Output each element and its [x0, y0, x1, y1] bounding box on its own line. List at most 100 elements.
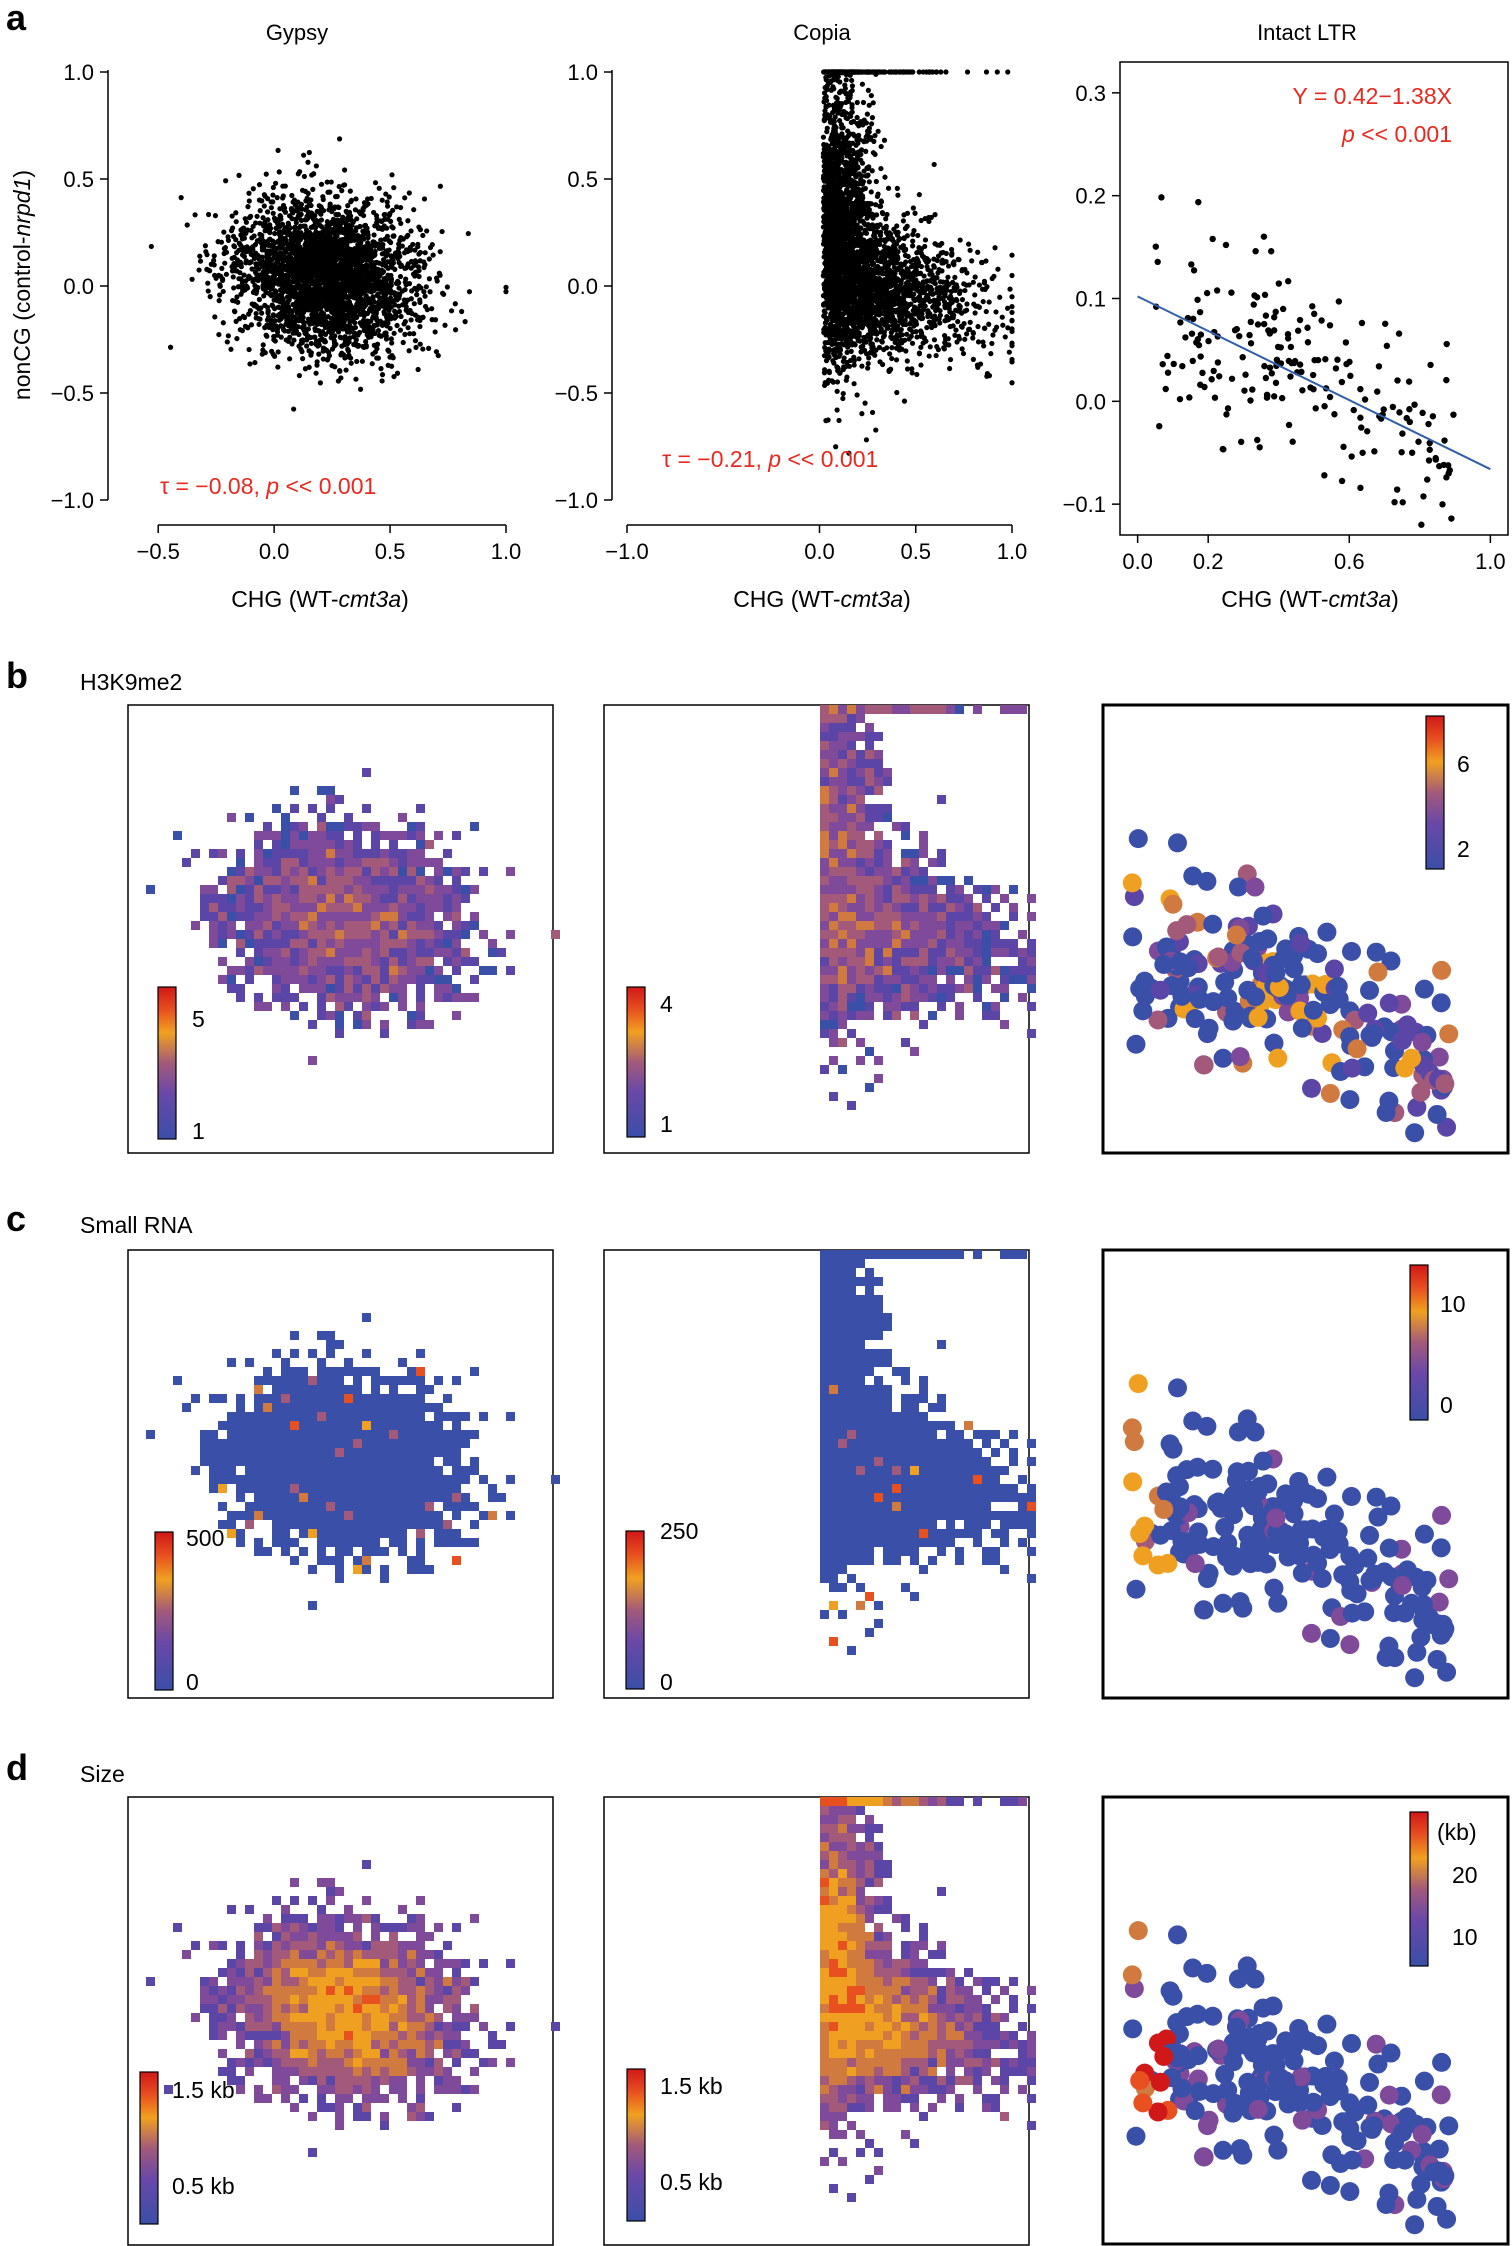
gypsy-point [329, 363, 335, 369]
copia-point [889, 345, 895, 351]
gypsy-point [362, 310, 368, 316]
copia-point [889, 355, 895, 362]
gypsy-point [396, 245, 402, 251]
gypsy-point [408, 296, 414, 302]
gypsy-point [272, 280, 278, 286]
copia-point [842, 85, 848, 92]
copia-point [1002, 334, 1008, 340]
gypsy-point [421, 289, 427, 295]
gypsy-point [397, 327, 404, 333]
copia-point [859, 81, 866, 87]
gypsy-point [342, 182, 348, 188]
gypsy-point [341, 341, 348, 348]
gypsy-point [413, 344, 419, 351]
gypsy-point [462, 319, 468, 325]
gypsy-point [347, 325, 353, 331]
gypsy-point [212, 314, 218, 320]
gypsy-point [286, 277, 292, 283]
gypsy-point [271, 241, 277, 247]
gypsy-point [351, 262, 358, 268]
gypsy-point [205, 288, 211, 294]
gypsy-point [319, 247, 325, 253]
gypsy-point [337, 334, 343, 340]
gypsy-point [256, 296, 263, 303]
gypsy-point [324, 219, 330, 225]
gypsy-point [323, 267, 330, 273]
gypsy-point [420, 346, 426, 352]
gypsy-point [326, 353, 333, 359]
gypsy-point [294, 310, 300, 316]
gypsy-point [339, 302, 345, 308]
gypsy-point [348, 216, 354, 223]
copia-point [956, 336, 963, 342]
gypsy-point [272, 353, 278, 359]
gypsy-point [348, 360, 354, 366]
gypsy-point [380, 261, 387, 267]
gypsy-point [402, 331, 408, 337]
gypsy-point [305, 190, 311, 197]
gypsy-y-ticks: 1.00.50.0−0.5−1.0 [51, 60, 108, 513]
copia-point [989, 340, 995, 347]
gypsy-point [305, 233, 311, 239]
gypsy-point [452, 301, 458, 307]
gypsy-point [384, 251, 390, 257]
gypsy-point [359, 322, 365, 329]
gypsy-point [368, 332, 374, 338]
gypsy-point [414, 292, 420, 298]
gypsy-point [406, 281, 413, 287]
gypsy-point [385, 216, 391, 222]
gypsy-point [318, 317, 325, 323]
gypsy-point [236, 172, 242, 178]
gypsy-point [228, 346, 234, 352]
gypsy-point [346, 275, 352, 281]
gypsy-point [381, 212, 387, 218]
gypsy-point [352, 313, 358, 319]
gypsy-correlation-annotation: τ = −0.08, p << 0.001 [160, 473, 376, 499]
copia-point [953, 327, 959, 333]
gypsy-point [343, 302, 350, 308]
gypsy-point [310, 286, 316, 293]
gypsy-point [358, 273, 364, 279]
gypsy-point [339, 264, 346, 270]
gypsy-point [416, 273, 422, 280]
gypsy-point [247, 361, 253, 367]
gypsy-point [251, 233, 257, 239]
copia-point [986, 299, 992, 305]
gypsy-point [391, 185, 397, 191]
gypsy-point [241, 235, 248, 241]
gypsy-point [373, 275, 379, 282]
gypsy-point [254, 238, 260, 244]
gypsy-point [238, 264, 244, 270]
copia-point [992, 327, 998, 333]
gypsy-point [229, 255, 235, 261]
gypsy-point [249, 266, 255, 272]
gypsy-point [254, 213, 260, 219]
gypsy-point [381, 311, 388, 317]
gypsy-point [334, 193, 340, 200]
gypsy-point [433, 275, 440, 281]
gypsy-point [397, 273, 404, 280]
gypsy-point [196, 267, 202, 273]
gypsy-point [318, 204, 324, 210]
gypsy-point [324, 260, 330, 267]
gypsy-point [378, 333, 384, 339]
gypsy-point [282, 285, 289, 291]
gypsy-point [291, 245, 297, 251]
copia-point [885, 185, 892, 191]
gypsy-point [274, 257, 280, 263]
gypsy-point [216, 292, 223, 298]
gypsy-point [250, 186, 256, 192]
gypsy-point [406, 190, 412, 196]
gypsy-point [378, 237, 384, 243]
gypsy-point [203, 249, 209, 255]
gypsy-point [217, 282, 223, 288]
gypsy-point [405, 232, 411, 238]
gypsy-point [148, 243, 154, 250]
gypsy-point [256, 321, 262, 327]
gypsy-point [320, 329, 326, 335]
gypsy-title: Gypsy [266, 20, 328, 45]
gypsy-point [237, 316, 243, 322]
gypsy-point [396, 216, 402, 222]
gypsy-point [344, 268, 350, 274]
gypsy-point [253, 310, 259, 317]
